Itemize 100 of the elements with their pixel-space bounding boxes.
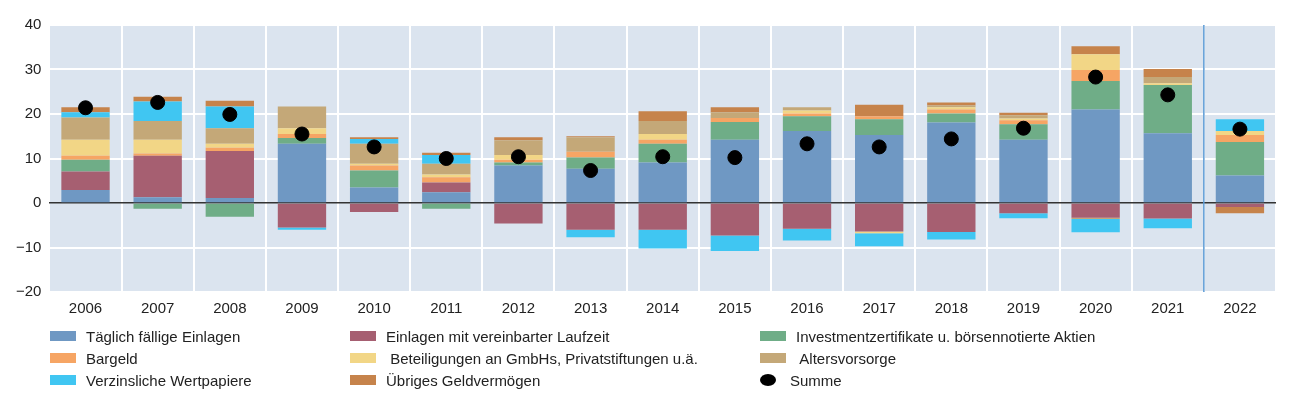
point — [1088, 69, 1104, 85]
bar — [855, 134, 904, 203]
bar — [277, 227, 327, 230]
bar — [782, 228, 832, 241]
x-tick-label: 2012 — [501, 299, 536, 317]
bar — [133, 121, 182, 140]
point — [1015, 120, 1031, 136]
y-tick-label: 0 — [33, 193, 42, 211]
bar — [494, 165, 543, 203]
bar — [422, 177, 471, 183]
legend-label: Beteiligungen an GmbHs, Privatstiftungen u.ä. — [389, 349, 698, 367]
x-tick-label: 2013 — [573, 299, 608, 317]
x-tick-label: 2007 — [140, 299, 175, 317]
bar — [277, 203, 327, 228]
x-tick-label: 2021 — [1151, 299, 1185, 317]
bar — [638, 121, 687, 135]
bar — [277, 106, 327, 129]
y-tick-label: 30 — [24, 59, 42, 77]
y-tick-label: −10 — [15, 237, 42, 255]
bar — [782, 130, 832, 203]
bar — [927, 203, 976, 232]
bar — [205, 198, 254, 203]
legend-label: Altersvorsorge — [798, 349, 897, 367]
bar — [638, 111, 687, 122]
bar — [422, 192, 471, 203]
bar — [566, 203, 615, 230]
bar — [1143, 77, 1192, 84]
point — [438, 151, 454, 166]
bar — [422, 182, 471, 193]
bar — [205, 150, 254, 199]
point — [294, 126, 310, 142]
bar — [638, 134, 687, 140]
bar — [133, 197, 182, 203]
point — [871, 139, 887, 155]
bar — [1215, 142, 1265, 176]
bar — [710, 235, 760, 252]
bar — [61, 117, 110, 140]
bar — [855, 233, 904, 247]
x-tick-label: 2018 — [934, 299, 969, 317]
point — [510, 149, 526, 165]
bar — [638, 229, 687, 249]
point — [943, 131, 959, 147]
point — [78, 100, 94, 116]
bar — [494, 137, 543, 141]
legend-label: Summe — [790, 371, 842, 389]
bar — [782, 203, 832, 229]
legend-label: Bargeld — [86, 349, 138, 367]
bar — [782, 116, 832, 131]
bar — [349, 187, 399, 203]
bar — [61, 155, 110, 160]
point — [1232, 121, 1248, 137]
y-tick-label: 40 — [24, 15, 42, 33]
bar — [710, 112, 760, 119]
bar — [61, 171, 110, 191]
legend-label: Investmentzertifikate u. börsennotierte Aktien — [796, 327, 1096, 345]
bar — [710, 139, 760, 203]
point — [1160, 87, 1176, 103]
bar — [349, 165, 399, 171]
bar — [999, 203, 1048, 214]
bar — [855, 104, 904, 117]
bar — [133, 153, 182, 156]
point — [583, 163, 599, 179]
x-tick-label: 2015 — [718, 299, 752, 317]
bar — [133, 203, 182, 209]
bar — [1071, 81, 1120, 110]
bar — [1143, 69, 1192, 78]
y-tick-label: −20 — [15, 282, 42, 300]
legend-label: Täglich fällige Einlagen — [86, 327, 241, 345]
bar — [61, 112, 110, 118]
x-tick-label: 2009 — [285, 299, 319, 317]
x-tick-label: 2016 — [790, 299, 824, 317]
bar — [349, 170, 399, 188]
bar — [1215, 203, 1265, 208]
bar — [1143, 203, 1192, 219]
bar — [566, 229, 615, 238]
bar — [710, 118, 760, 123]
x-tick-label: 2006 — [68, 299, 103, 317]
point — [799, 136, 815, 152]
bar — [1071, 46, 1120, 55]
legend-label: Verzinsliche Wertpapiere — [86, 371, 252, 389]
x-tick-label: 2011 — [430, 299, 463, 317]
bar — [205, 143, 254, 148]
bar — [205, 128, 254, 144]
bar — [999, 139, 1048, 203]
point — [727, 150, 743, 166]
bar — [422, 163, 471, 175]
x-tick-label: 2019 — [1006, 299, 1041, 317]
bar — [1071, 54, 1120, 70]
bar — [1143, 85, 1192, 134]
bar — [855, 203, 904, 232]
y-tick-label: 20 — [24, 104, 42, 122]
bar — [205, 147, 254, 151]
bar — [494, 140, 543, 155]
y-tick-label: 10 — [24, 148, 42, 166]
bar — [1071, 109, 1120, 203]
bar — [1215, 134, 1265, 143]
bar — [494, 203, 543, 224]
x-tick-label: 2022 — [1223, 299, 1257, 317]
bar — [710, 107, 760, 113]
bar — [566, 137, 615, 152]
